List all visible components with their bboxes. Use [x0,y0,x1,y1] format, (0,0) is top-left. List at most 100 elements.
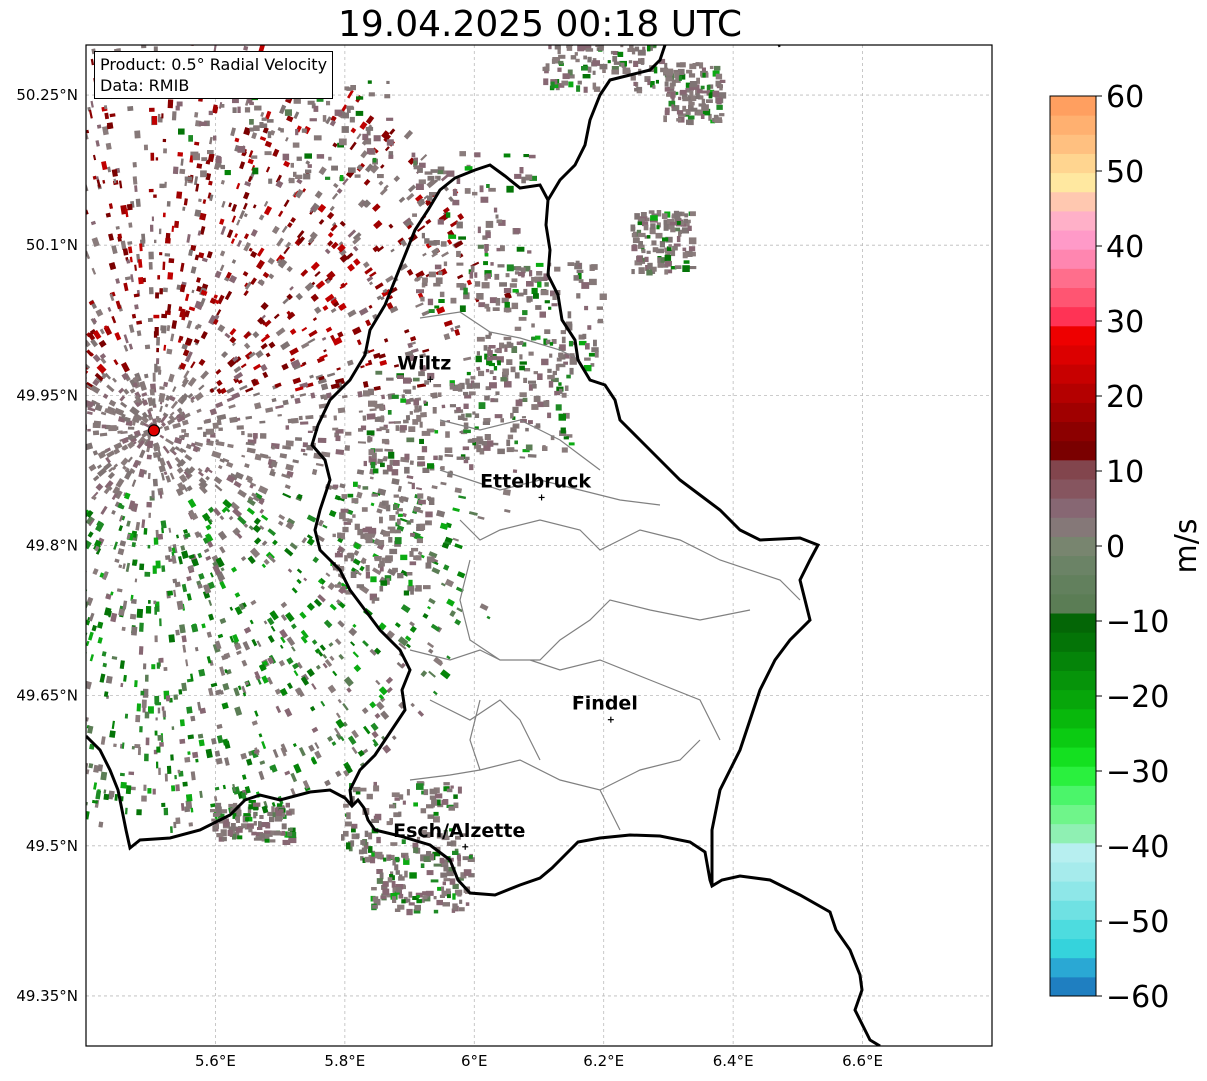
velocity-pixel [128,771,135,776]
velocity-pixel [423,789,429,796]
velocity-pixel [23,66,30,75]
velocity-pixel [157,533,164,540]
velocity-pixel [330,241,339,250]
velocity-pixel [109,40,115,44]
velocity-pixel [123,282,129,292]
velocity-pixel [142,688,149,698]
velocity-pixel [377,853,381,860]
velocity-pixel [184,467,192,476]
colorbar-segment [1050,919,1096,940]
velocity-pixel [245,387,254,393]
velocity-pixel [271,806,275,813]
velocity-pixel [457,786,462,794]
velocity-pixel [194,392,204,402]
velocity-pixel [466,383,473,389]
velocity-pixel [0,82,1,90]
velocity-pixel [342,526,349,533]
velocity-pixel [254,710,259,717]
velocity-pixel [267,554,276,563]
velocity-pixel [70,478,79,486]
velocity-pixel [43,188,50,196]
velocity-pixel [262,127,269,134]
velocity-pixel [341,394,348,399]
velocity-pixel [637,232,646,238]
velocity-pixel [584,45,592,50]
velocity-pixel [123,674,127,682]
velocity-pixel [229,606,234,611]
velocity-pixel [165,475,172,483]
velocity-pixel [683,113,690,117]
velocity-pixel [634,87,639,92]
velocity-pixel [174,446,180,451]
velocity-pixel [576,293,581,299]
velocity-pixel [332,427,339,431]
velocity-pixel [158,464,166,473]
velocity-pixel [688,73,696,78]
velocity-pixel [31,793,38,798]
velocity-pixel [386,80,390,84]
velocity-pixel [51,737,58,744]
velocity-pixel [426,642,435,649]
velocity-pixel [62,275,71,284]
velocity-pixel [77,285,83,293]
velocity-pixel [454,543,463,550]
velocity-pixel [98,35,104,40]
velocity-pixel [421,430,431,436]
velocity-pixel [653,66,658,74]
velocity-pixel [345,590,352,595]
velocity-pixel [670,91,675,99]
velocity-pixel [428,271,436,278]
velocity-pixel [578,334,585,340]
velocity-pixel [5,553,12,560]
velocity-pixel [148,251,154,260]
velocity-pixel [122,465,127,471]
velocity-pixel [139,726,143,733]
velocity-pixel [337,532,342,539]
velocity-pixel [302,779,310,790]
velocity-pixel [18,307,26,314]
velocity-pixel [476,336,485,342]
velocity-pixel [87,531,94,538]
velocity-pixel [66,79,70,83]
velocity-pixel [417,456,425,461]
velocity-pixel [476,436,483,441]
velocity-pixel [157,275,161,280]
velocity-pixel [493,207,498,213]
velocity-pixel [152,398,156,407]
velocity-pixel [428,498,435,505]
velocity-pixel [311,726,319,734]
velocity-pixel [97,467,107,478]
velocity-pixel [541,358,549,366]
velocity-pixel [706,84,711,92]
velocity-pixel [487,440,494,447]
velocity-pixel [0,705,5,711]
velocity-pixel [342,112,349,119]
velocity-pixel [344,821,352,827]
velocity-pixel [575,58,580,63]
velocity-pixel [486,615,491,620]
velocity-pixel [219,250,226,257]
velocity-pixel [453,794,458,799]
velocity-pixel [449,610,456,618]
velocity-pixel [387,568,397,577]
velocity-pixel [364,856,373,863]
colorbar-segment [1050,364,1096,384]
velocity-pixel [205,748,213,759]
velocity-pixel [528,420,533,424]
velocity-pixel [332,533,336,538]
velocity-pixel [577,272,582,280]
velocity-pixel [53,559,60,566]
velocity-pixel [67,75,72,79]
velocity-pixel [66,463,73,470]
velocity-pixel [577,80,582,85]
velocity-pixel [282,399,289,406]
velocity-pixel [236,532,243,539]
velocity-pixel [306,668,315,677]
velocity-pixel [347,493,354,498]
velocity-pixel [300,448,306,453]
velocity-pixel [341,834,345,841]
velocity-pixel [78,238,84,245]
velocity-pixel [60,677,65,681]
velocity-pixel [372,904,378,909]
velocity-pixel [286,312,296,321]
